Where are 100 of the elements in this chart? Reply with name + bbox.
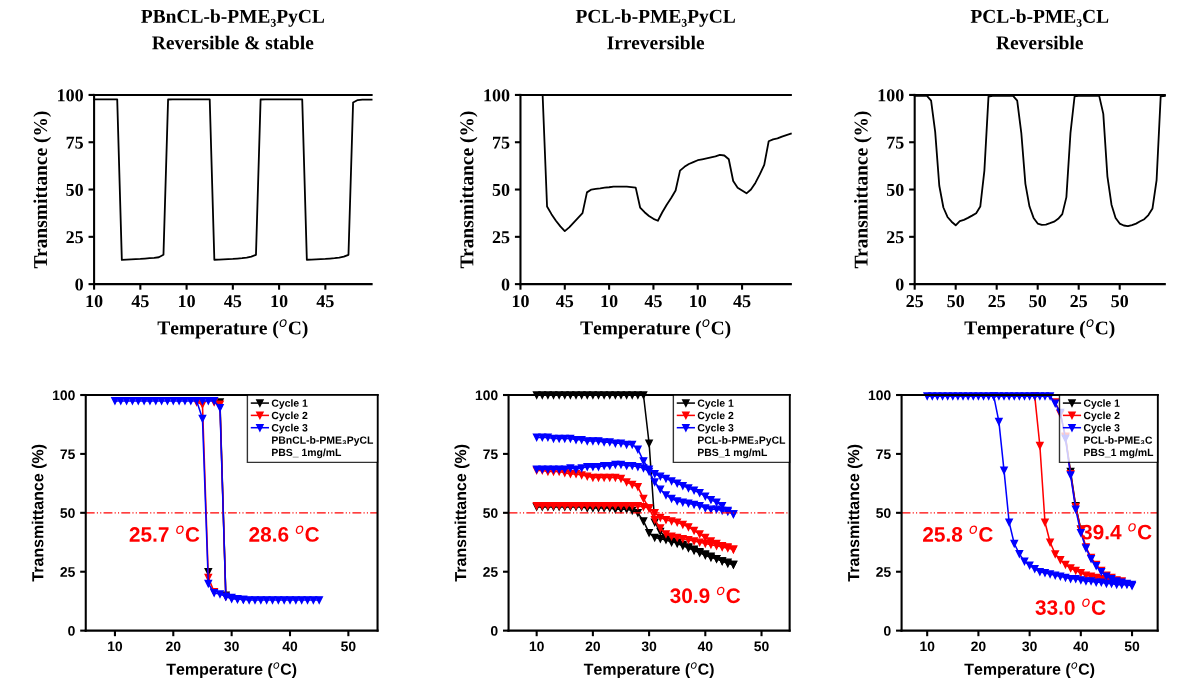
y-tick-label: 50 bbox=[66, 183, 83, 196]
chart-title: PCL-b-PME₃PyCL bbox=[575, 9, 735, 27]
y-axis-title: Transmittance (%) bbox=[31, 444, 47, 582]
y-tick-label: 0 bbox=[68, 625, 75, 636]
y-tick-label: 100 bbox=[58, 89, 83, 102]
x-tick-label: 45 bbox=[644, 295, 662, 308]
annotation: 25.8 $^{o}$C bbox=[923, 525, 993, 542]
x-tick-label: 10 bbox=[601, 295, 618, 308]
legend-label: Cycle 2 bbox=[697, 411, 734, 422]
chart-subtitle: Reversible & stable bbox=[152, 35, 314, 50]
x-tick-label: 25 bbox=[906, 295, 924, 308]
x-tick-label: 45 bbox=[316, 295, 334, 308]
y-tick-label: 100 bbox=[484, 89, 510, 102]
chart-title: PBnCL-b-PME₃PyCL bbox=[141, 9, 325, 27]
annotation: 33.0 $^{o}$C bbox=[1035, 598, 1106, 615]
y-tick-label: 0 bbox=[884, 625, 891, 636]
y-axis-title: Transmittance (%) bbox=[33, 111, 52, 269]
x-tick-label: 40 bbox=[282, 641, 298, 652]
y-tick-label: 100 bbox=[53, 390, 75, 401]
x-tick-label: 10 bbox=[179, 295, 195, 308]
x-tick-label: 10 bbox=[86, 295, 103, 308]
y-tick-label: 75 bbox=[493, 136, 510, 149]
x-axis-title: Temperature ($^{o}$C) bbox=[580, 319, 731, 339]
annotation: PBS_ 1mg/mL bbox=[272, 448, 342, 459]
x-tick-label: 10 bbox=[512, 295, 529, 308]
y-tick-label: 75 bbox=[66, 136, 84, 149]
x-axis-title: Temperature ($^{o}$C) bbox=[157, 319, 308, 339]
y-tick-label: 100 bbox=[868, 390, 891, 401]
y-axis-title: Transmittance (%) bbox=[454, 444, 470, 582]
x-tick-label: 10 bbox=[271, 295, 288, 308]
x-axis-title: Temperature ($^{o}$C) bbox=[964, 319, 1115, 339]
legend-label: Cycle 1 bbox=[271, 399, 308, 409]
x-tick-label: 25 bbox=[1070, 295, 1088, 308]
chart-title: PCL-b-PME₃CL bbox=[970, 9, 1109, 27]
y-axis-title: Transmittance (%) bbox=[847, 444, 863, 582]
legend-label: Cycle 3 bbox=[1083, 423, 1120, 434]
y-tick-label: 75 bbox=[483, 449, 498, 460]
chart-subtitle: Reversible bbox=[996, 35, 1083, 50]
y-tick-label: 0 bbox=[75, 278, 83, 291]
y-tick-label: 50 bbox=[876, 508, 891, 518]
x-tick-label: 45 bbox=[224, 295, 242, 308]
y-tick-label: 100 bbox=[475, 390, 498, 401]
x-axis-title: Temperature ($^{o}$C) bbox=[166, 662, 297, 679]
y-tick-label: 25 bbox=[60, 567, 75, 577]
legend-label: Cycle 3 bbox=[271, 423, 308, 434]
x-tick-label: 40 bbox=[697, 641, 713, 652]
annotation: PCL-b-PME₃C bbox=[1084, 436, 1153, 445]
x-tick-label: 20 bbox=[585, 641, 601, 652]
x-tick-label: 50 bbox=[1029, 295, 1047, 308]
x-tick-label: 40 bbox=[1073, 641, 1088, 652]
y-tick-label: 75 bbox=[887, 136, 904, 149]
annotation: 25.7 $^{o}$C bbox=[129, 525, 200, 542]
legend-label: Cycle 2 bbox=[1083, 411, 1120, 422]
y-tick-label: 75 bbox=[60, 449, 75, 460]
x-tick-label: 20 bbox=[166, 641, 181, 652]
y-tick-label: 25 bbox=[483, 567, 498, 577]
x-tick-label: 10 bbox=[108, 641, 123, 652]
y-tick-label: 75 bbox=[876, 449, 891, 460]
x-tick-label: 50 bbox=[1111, 295, 1129, 308]
y-tick-label: 100 bbox=[878, 89, 904, 102]
x-tick-label: 10 bbox=[920, 641, 935, 652]
y-tick-label: 50 bbox=[60, 508, 75, 518]
x-tick-label: 30 bbox=[224, 641, 239, 652]
legend-label: Cycle 1 bbox=[697, 399, 734, 409]
annotation: 28.6 $^{o}$C bbox=[249, 525, 320, 542]
x-tick-label: 50 bbox=[754, 641, 769, 652]
y-axis-title: Transmittance (%) bbox=[854, 111, 872, 269]
y-tick-label: 0 bbox=[895, 278, 904, 291]
legend-label: Cycle 2 bbox=[271, 411, 308, 422]
y-tick-label: 50 bbox=[483, 508, 498, 518]
x-tick-label: 50 bbox=[341, 641, 356, 652]
y-tick-label: 50 bbox=[492, 183, 510, 196]
y-tick-label: 0 bbox=[490, 625, 498, 636]
y-tick-label: 25 bbox=[492, 231, 510, 244]
x-tick-label: 10 bbox=[529, 641, 544, 652]
y-tick-label: 25 bbox=[66, 231, 84, 244]
y-tick-label: 25 bbox=[886, 231, 904, 244]
y-tick-label: 0 bbox=[501, 278, 510, 291]
x-axis-title: Temperature ($^{o}$C) bbox=[583, 662, 714, 679]
x-tick-label: 45 bbox=[556, 295, 574, 308]
x-tick-label: 50 bbox=[1124, 641, 1140, 652]
y-tick-label: 25 bbox=[876, 567, 891, 577]
chart-subtitle: Irreversible bbox=[607, 35, 705, 50]
x-tick-label: 30 bbox=[641, 641, 657, 652]
x-tick-label: 20 bbox=[971, 641, 986, 652]
y-axis-title: Transmittance (%) bbox=[459, 111, 478, 269]
x-tick-label: 45 bbox=[733, 295, 751, 308]
annotation: 30.9 $^{o}$C bbox=[670, 586, 741, 604]
x-tick-label: 45 bbox=[131, 295, 149, 308]
x-tick-label: 10 bbox=[690, 295, 707, 308]
x-tick-label: 50 bbox=[947, 295, 965, 308]
x-axis-title: Temperature ($^{o}$C) bbox=[964, 662, 1095, 679]
legend-label: Cycle 1 bbox=[1083, 399, 1120, 409]
x-tick-label: 30 bbox=[1022, 641, 1037, 652]
annotation: PBS_1 mg/mL bbox=[1084, 448, 1154, 459]
x-tick-label: 25 bbox=[988, 295, 1006, 308]
annotation: PBS_1 mg/mL bbox=[698, 448, 768, 459]
annotation: PBnCL-b-PME₃PyCL bbox=[272, 436, 374, 446]
y-tick-label: 50 bbox=[886, 183, 904, 196]
legend-label: Cycle 3 bbox=[697, 423, 734, 434]
